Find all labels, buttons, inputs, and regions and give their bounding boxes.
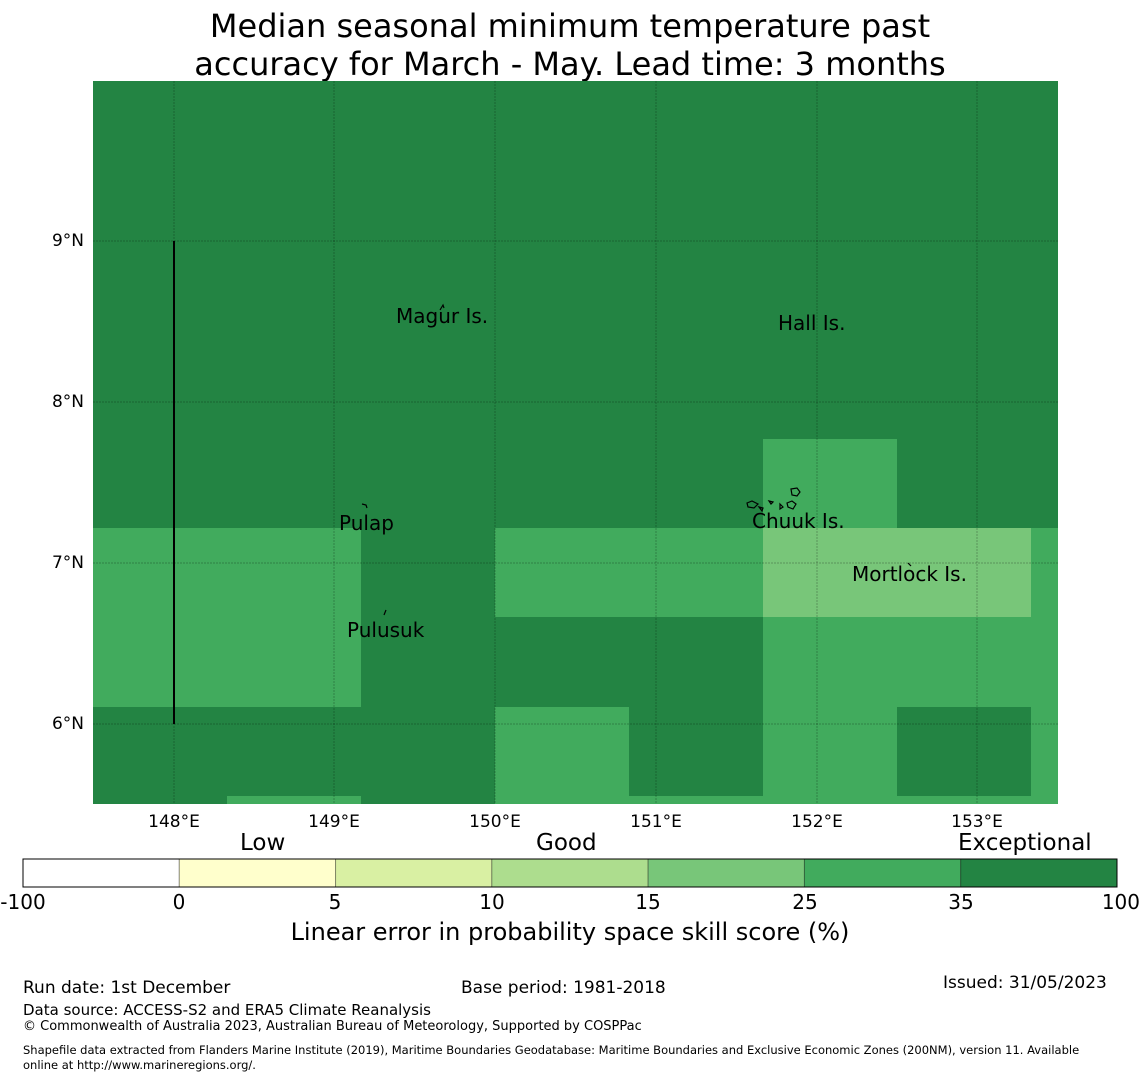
island-outline <box>779 502 784 511</box>
lon-label-152e: 152°E <box>791 812 843 832</box>
place-label-mortlock: Mortlock Is. <box>852 562 967 586</box>
shapefile-credit-line-2: online at http://www.marineregions.org/. <box>23 1058 256 1072</box>
skill-cell <box>93 528 361 707</box>
colorbar-category-low: Low <box>240 830 286 856</box>
place-label-pulusuk: Pulusuk <box>347 618 425 642</box>
colorbar-segment <box>647 858 805 888</box>
colorbar-tick: 0 <box>172 890 186 914</box>
place-label-hall: Hall Is. <box>778 311 846 335</box>
island-outline <box>361 503 368 509</box>
colorbar-segment <box>178 858 337 888</box>
colorbar <box>22 858 1118 888</box>
colorbar-tick: -100 <box>0 890 46 914</box>
colorbar-category-exceptional: Exceptional <box>958 830 1092 856</box>
chart-title-line-1: Median seasonal minimum temperature past <box>209 7 931 45</box>
lat-label-9n: 9°N <box>51 231 84 251</box>
colorbar-tick: 5 <box>328 890 342 914</box>
island-outline <box>907 562 912 567</box>
place-label-magur: Magur Is. <box>396 304 489 328</box>
skill-cell <box>897 707 1031 796</box>
lat-label-7n: 7°N <box>51 553 84 573</box>
issued-date: Issued: 31/05/2023 <box>943 973 1107 993</box>
colorbar-border <box>22 858 1118 888</box>
lat-label-6n: 6°N <box>51 714 84 734</box>
place-label-pulap: Pulap <box>339 511 394 535</box>
place-label-chuuk: Chuuk Is. <box>752 509 845 533</box>
colorbar-tick: 25 <box>792 890 818 914</box>
colorbar-tick: 100 <box>1101 890 1140 914</box>
colorbar-segment <box>491 858 649 888</box>
lon-label-151e: 151°E <box>630 812 682 832</box>
colorbar-segment <box>22 858 180 888</box>
skill-cell <box>1031 528 1058 617</box>
island-outline <box>746 500 760 509</box>
skill-cell <box>495 707 629 804</box>
colorbar-label: Linear error in probability space skill … <box>290 918 850 946</box>
island-outline <box>790 487 801 497</box>
skill-cell <box>763 528 1031 617</box>
island-outline <box>757 506 764 513</box>
lat-label-8n: 8°N <box>51 392 84 412</box>
lon-label-150e: 150°E <box>469 812 521 832</box>
skill-cell <box>227 796 361 804</box>
copyright: © Commonwealth of Australia 2023, Austra… <box>23 1019 642 1034</box>
island-outline <box>767 500 775 505</box>
colorbar-segment <box>803 858 962 888</box>
data-source: Data source: ACCESS-S2 and ERA5 Climate … <box>23 1001 431 1019</box>
shapefile-credit-line-1: Shapefile data extracted from Flanders M… <box>23 1043 1080 1057</box>
skill-cell <box>495 528 763 617</box>
skill-cell <box>629 796 763 804</box>
skill-map <box>93 81 1058 804</box>
skill-cell <box>763 439 897 528</box>
lon-label-149e: 149°E <box>308 812 360 832</box>
colorbar-tick: 15 <box>635 890 661 914</box>
run-date: Run date: 1st December <box>23 978 231 998</box>
lon-label-148e: 148°E <box>148 812 200 832</box>
island-outline <box>383 609 387 616</box>
colorbar-tick: 35 <box>948 890 974 914</box>
island-outline <box>786 500 797 510</box>
colorbar-segment <box>960 858 1118 888</box>
island-outline <box>439 303 445 311</box>
colorbar-tick: 10 <box>479 890 505 914</box>
lon-label-153e: 153°E <box>951 812 1003 832</box>
colorbar-segment <box>335 858 493 888</box>
colorbar-category-good: Good <box>536 830 597 856</box>
base-period: Base period: 1981-2018 <box>461 978 666 998</box>
chart-title-line-2: accuracy for March - May. Lead time: 3 m… <box>194 45 946 83</box>
